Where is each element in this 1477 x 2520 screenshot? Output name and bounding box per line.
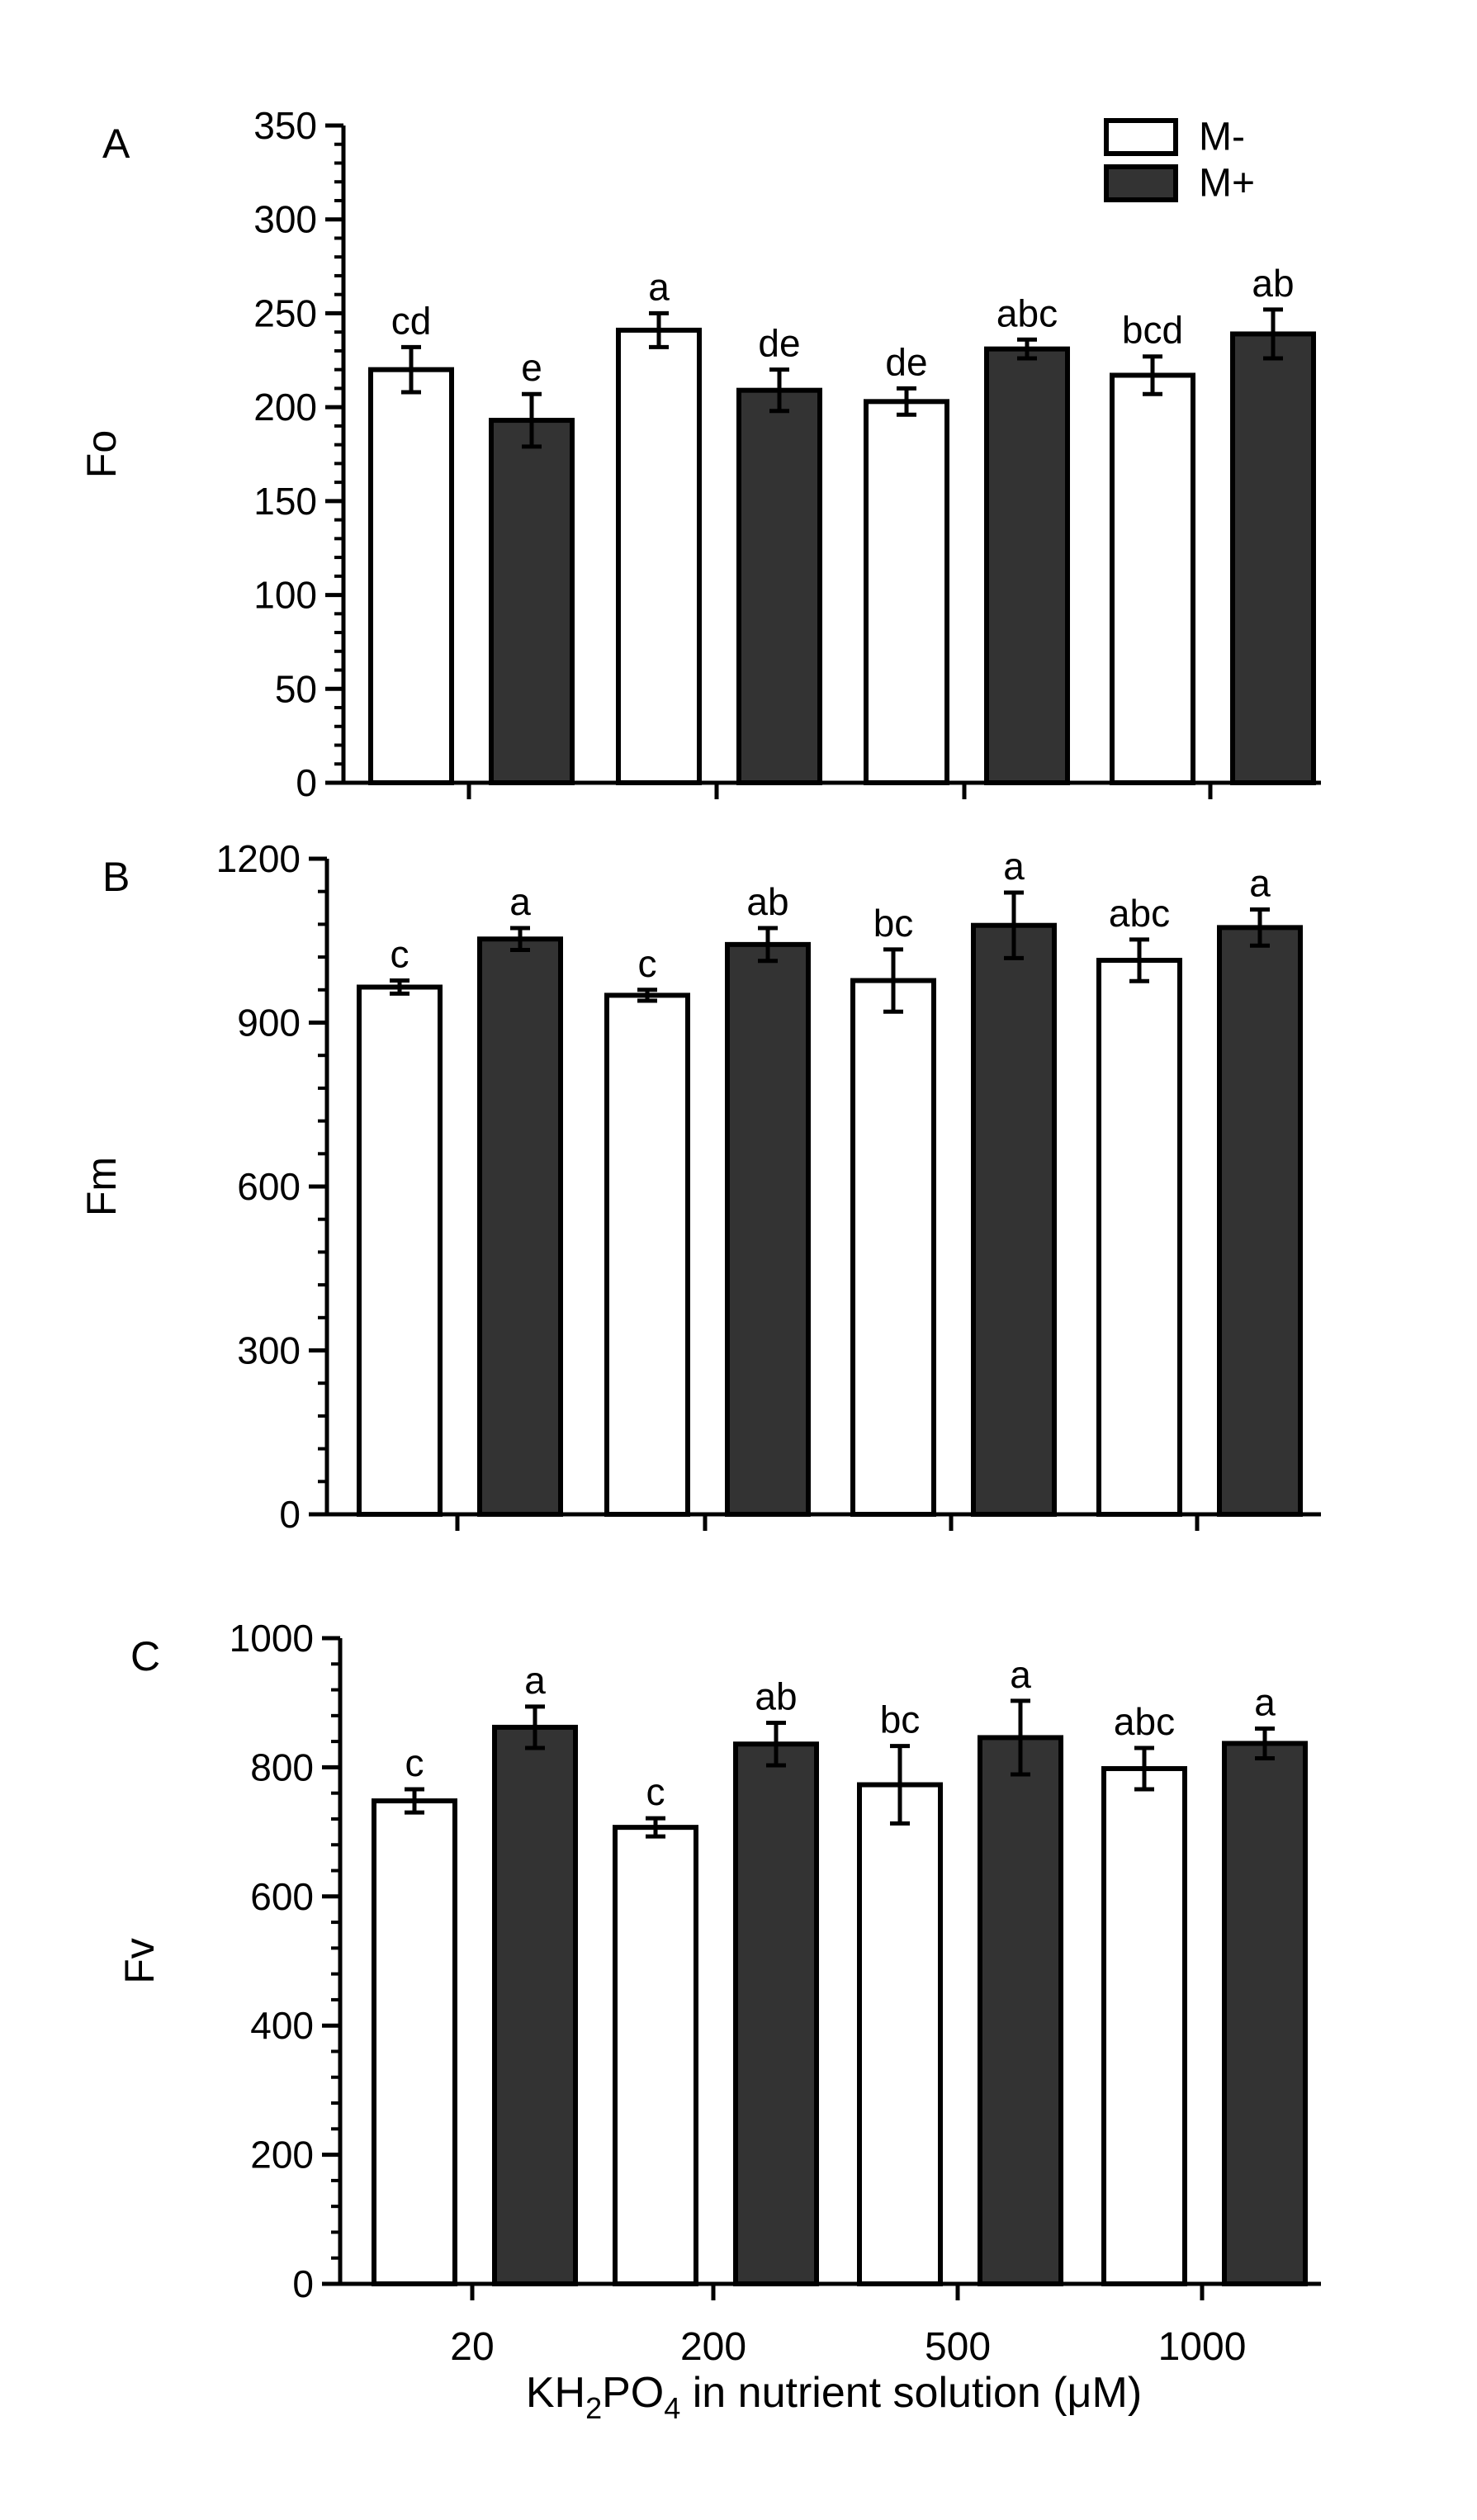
panel-a: A Fo 0 50 100 150 200 250 300 350 cd a de bcd e de abc ab… (78, 104, 1321, 804)
y-tick-label: 0 (279, 1493, 301, 1536)
bar-m-minus (616, 327, 702, 785)
bar-m-plus (736, 387, 822, 785)
significance-letter: e (521, 346, 542, 389)
bar-m-plus (1217, 925, 1303, 1517)
panel-letter: B (102, 854, 130, 900)
significance-letter: ab (755, 1674, 797, 1717)
y-tick-label: 0 (292, 2262, 314, 2305)
y-tick-label: 100 (253, 574, 317, 617)
bar-m-plus (978, 1735, 1063, 2286)
x-tick-label: 200 (680, 2325, 746, 2369)
bar-m-minus (864, 399, 949, 785)
significance-letter: bc (873, 902, 914, 945)
x-axis-label-sub-4: 4 (664, 2391, 680, 2425)
x-axis-label-kh: KH (526, 2369, 585, 2417)
x-axis-label-po: PO (602, 2369, 664, 2417)
significance-letter: de (758, 322, 800, 365)
significance-letter: c (391, 933, 409, 976)
y-axis-label: Fv (116, 1938, 163, 1984)
y-tick-label: 600 (237, 1165, 301, 1208)
bar-m-minus (613, 1825, 698, 2286)
bar-m-minus (850, 978, 936, 1517)
legend-label: M+ (1199, 162, 1255, 206)
significance-letter: a (1003, 845, 1025, 888)
panel-letter: A (102, 121, 130, 167)
bar-m-plus (1230, 331, 1316, 785)
x-tick-label: 1000 (1158, 2325, 1247, 2369)
significance-letter: a (524, 1659, 546, 1702)
bar-m-minus (372, 1798, 457, 2286)
bar-m-minus (357, 984, 443, 1518)
y-tick-label: 1200 (216, 837, 301, 880)
bar-m-minus (1101, 1765, 1187, 2287)
y-tick-label: 800 (250, 1746, 314, 1788)
y-tick-label: 900 (237, 1002, 301, 1044)
y-tick-label: 400 (250, 2004, 314, 2047)
panel-c: C Fv 0 200 400 600 800 1000 c c bc abc a ab a a (116, 1617, 1321, 2305)
significance-letter: abc (1109, 892, 1170, 935)
bar-m-plus (725, 941, 811, 1518)
y-tick-label: 0 (296, 761, 317, 804)
bar-m-minus (368, 367, 454, 785)
bar-m-plus (984, 346, 1070, 785)
bar-m-plus (489, 418, 575, 785)
y-tick-label: 300 (237, 1329, 301, 1372)
significance-letter: c (646, 1770, 665, 1813)
legend-swatch-m-plus (1104, 164, 1178, 202)
y-tick-label: 600 (250, 1875, 314, 1918)
x-axis-tick-labels: 20 200 500 1000 (450, 2325, 1246, 2369)
bar-m-minus (604, 992, 690, 1517)
significance-letter: c (405, 1741, 424, 1784)
significance-letter: cd (391, 299, 432, 342)
significance-letter: a (509, 880, 531, 923)
legend-label: M- (1199, 116, 1245, 159)
y-tick-label: 200 (250, 2134, 314, 2177)
bar-m-minus (857, 1782, 943, 2286)
significance-letter: a (648, 265, 670, 308)
significance-letter: bcd (1122, 309, 1183, 352)
significance-letter: bc (880, 1698, 921, 1741)
legend: M-M+ (1104, 116, 1255, 206)
bar-m-plus (733, 1741, 819, 2287)
bar-m-plus (477, 936, 563, 1517)
legend-swatch-m-minus (1104, 118, 1178, 156)
y-axis-label: Fo (78, 430, 125, 478)
significance-letter: a (1010, 1653, 1031, 1696)
significance-letter: c (638, 942, 657, 985)
significance-letter: abc (997, 291, 1058, 334)
y-tick-label: 150 (253, 480, 317, 523)
bar-m-plus (971, 922, 1057, 1518)
panels-group: AFo050100150200250300350cdadebcdedeabcab… (78, 104, 1321, 2305)
significance-letter: a (1254, 1680, 1276, 1723)
bar-m-plus (492, 1724, 578, 2286)
x-tick-label: 500 (925, 2325, 991, 2369)
bar-m-minus (1110, 372, 1195, 785)
significance-letter: ab (746, 880, 788, 923)
y-tick-label: 350 (253, 104, 317, 147)
x-tick-label: 20 (450, 2325, 494, 2369)
x-axis-label-sub-2: 2 (585, 2391, 602, 2425)
bar-m-plus (1222, 1741, 1308, 2287)
y-tick-label: 250 (253, 291, 317, 334)
y-tick-label: 1000 (230, 1617, 314, 1660)
panel-letter: C (130, 1633, 160, 1679)
significance-letter: abc (1114, 1700, 1175, 1743)
x-axis-label: KH2PO4 in nutrient solution (μM) (526, 2369, 1142, 2425)
significance-letter: ab (1252, 262, 1294, 305)
y-axis-label: Fm (78, 1157, 125, 1216)
panel-b: B Fm 0 300 600 900 1200 c c bc abc a ab a a (78, 837, 1321, 1536)
y-tick-label: 200 (253, 386, 317, 429)
y-tick-label: 50 (275, 667, 317, 710)
y-tick-label: 300 (253, 198, 317, 241)
x-axis-label-rest: in nutrient solution (μM) (680, 2369, 1142, 2417)
significance-letter: a (1249, 862, 1271, 905)
bar-m-minus (1096, 958, 1182, 1517)
significance-letter: de (885, 340, 927, 383)
